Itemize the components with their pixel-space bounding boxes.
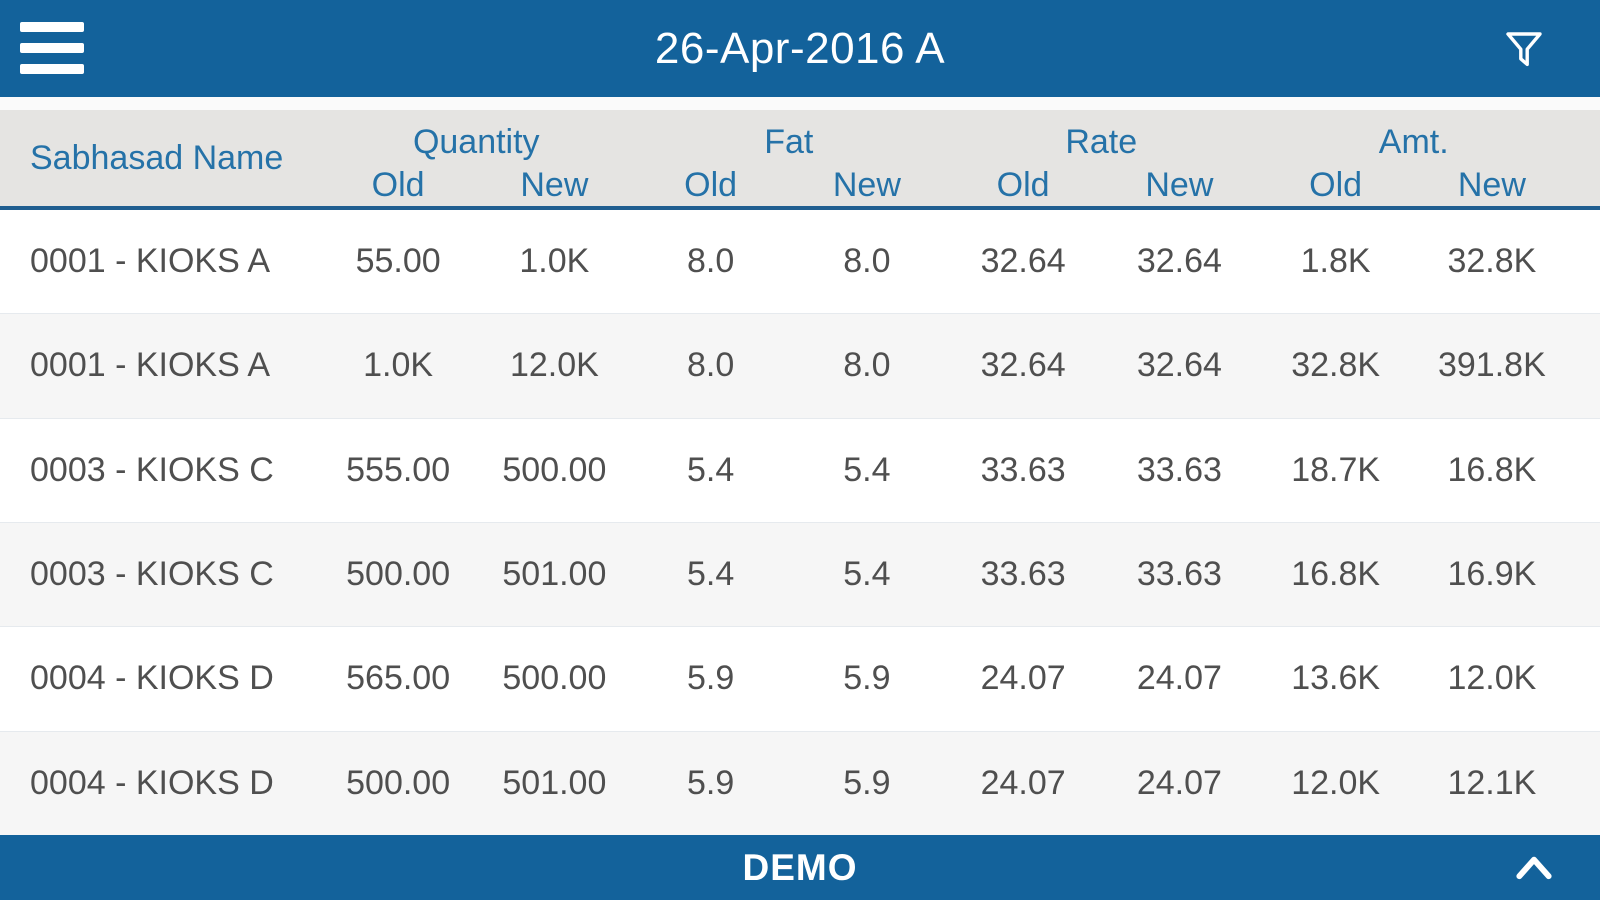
row-value: 24.07 <box>980 659 1066 698</box>
row-name: 0003 - KIOKS C <box>30 450 274 489</box>
row-value: 13.6K <box>1291 659 1381 698</box>
row-value: 12.0K <box>1447 659 1537 698</box>
row-value: 33.63 <box>980 450 1066 489</box>
row-value: 32.64 <box>1136 242 1222 281</box>
row-value: 55.00 <box>355 242 441 281</box>
menu-button[interactable] <box>20 22 84 74</box>
table-header: Sabhasad Name Quantity Fat Rate Amt. Old… <box>0 110 1600 210</box>
app-bar: 26-Apr-2016 A <box>0 0 1600 97</box>
row-value: 32.8K <box>1291 346 1381 385</box>
row-name: 0001 - KIOKS A <box>30 242 271 281</box>
row-value: 16.8K <box>1291 555 1381 594</box>
row-value: 565.00 <box>346 659 451 698</box>
column-group-amt: Amt. <box>1378 123 1449 161</box>
row-value: 555.00 <box>346 450 451 489</box>
column-header-rate-new: New <box>1145 165 1214 204</box>
row-name: 0004 - KIOKS D <box>30 763 274 802</box>
app-bar-divider <box>0 97 1600 110</box>
row-value: 32.64 <box>980 346 1066 385</box>
row-value: 501.00 <box>502 763 607 802</box>
column-header-quantity-old: Old <box>371 165 425 204</box>
table-row[interactable]: 0003 - KIOKS C 500.00 501.00 5.4 5.4 33.63 33.… <box>0 522 1600 628</box>
column-header-fat-old: Old <box>684 165 738 204</box>
column-header-amt-new: New <box>1457 165 1526 204</box>
row-value: 8.0 <box>843 242 891 281</box>
row-value: 5.9 <box>843 659 891 698</box>
table-row[interactable]: 0003 - KIOKS C 555.00 500.00 5.4 5.4 33.63 33.… <box>0 418 1600 523</box>
row-value: 391.8K <box>1437 346 1546 385</box>
row-value: 33.63 <box>980 555 1066 594</box>
collapse-button[interactable] <box>1508 845 1560 889</box>
row-value: 500.00 <box>502 450 607 489</box>
row-name: 0001 - KIOKS A <box>30 346 271 385</box>
hamburger-icon <box>20 43 84 53</box>
row-value: 24.07 <box>1136 659 1222 698</box>
row-value: 12.0K <box>509 346 599 385</box>
row-value: 501.00 <box>502 555 607 594</box>
row-value: 8.0 <box>686 346 735 385</box>
row-value: 33.63 <box>1136 555 1222 594</box>
row-value: 5.9 <box>843 763 891 802</box>
row-value: 32.64 <box>1136 346 1222 385</box>
table-body: 0001 - KIOKS A 55.00 1.0K 8.0 8.0 32.64 32.64 1… <box>0 210 1600 835</box>
row-value: 32.8K <box>1447 242 1537 281</box>
row-value: 18.7K <box>1291 450 1381 489</box>
row-value: 5.4 <box>843 555 891 594</box>
hamburger-icon <box>20 22 84 32</box>
footer-label: DEMO <box>742 846 858 888</box>
row-name: 0003 - KIOKS C <box>30 555 274 594</box>
row-value: 500.00 <box>346 555 451 594</box>
row-value: 5.4 <box>843 450 891 489</box>
column-header-amt-old: Old <box>1309 165 1363 204</box>
filter-button[interactable] <box>1496 20 1552 76</box>
column-header-fat-new: New <box>832 165 901 204</box>
row-value: 1.0K <box>519 242 590 281</box>
row-value: 12.0K <box>1291 763 1381 802</box>
row-value: 5.9 <box>686 659 735 698</box>
column-group-rate: Rate <box>1065 123 1138 161</box>
table-row[interactable]: 0004 - KIOKS D 500.00 501.00 5.9 5.9 24.07 24.… <box>0 731 1600 835</box>
row-value: 16.9K <box>1447 555 1537 594</box>
row-value: 1.8K <box>1300 242 1371 281</box>
row-value: 5.4 <box>686 555 735 594</box>
column-header-name: Sabhasad Name <box>30 138 284 177</box>
row-value: 24.07 <box>1136 763 1222 802</box>
row-value: 1.0K <box>363 346 434 385</box>
row-value: 8.0 <box>843 346 891 385</box>
row-value: 33.63 <box>1136 450 1222 489</box>
row-value: 32.64 <box>980 242 1066 281</box>
screen-title: 26-Apr-2016 A <box>654 23 946 73</box>
row-value: 500.00 <box>346 763 451 802</box>
table-row[interactable]: 0001 - KIOKS A 1.0K 12.0K 8.0 8.0 32.64 32.64 3… <box>0 314 1600 419</box>
row-value: 16.8K <box>1447 450 1537 489</box>
row-value: 12.1K <box>1447 763 1537 802</box>
column-group-quantity: Quantity <box>412 123 540 161</box>
table-row[interactable]: 0004 - KIOKS D 565.00 500.00 5.9 5.9 24.07 24.… <box>0 627 1600 732</box>
row-value: 8.0 <box>686 242 735 281</box>
row-value: 5.4 <box>686 450 735 489</box>
column-group-fat: Fat <box>764 123 814 161</box>
row-value: 24.07 <box>980 763 1066 802</box>
filter-funnel-icon <box>1506 32 1542 67</box>
column-header-quantity-new: New <box>520 165 589 204</box>
row-value: 5.9 <box>686 763 735 802</box>
footer-bar: DEMO <box>0 835 1600 900</box>
hamburger-icon <box>20 64 84 74</box>
table-row[interactable]: 0001 - KIOKS A 55.00 1.0K 8.0 8.0 32.64 32.64 1… <box>0 210 1600 315</box>
column-header-rate-old: Old <box>996 165 1050 204</box>
row-value: 500.00 <box>502 659 607 698</box>
row-name: 0004 - KIOKS D <box>30 659 274 698</box>
chevron-up-icon <box>1516 856 1552 880</box>
